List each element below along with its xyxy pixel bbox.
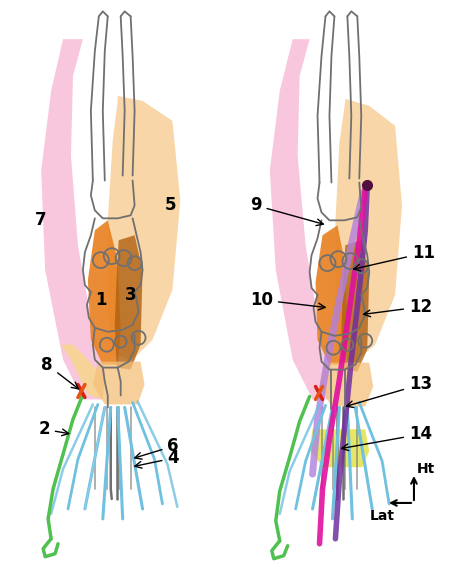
Text: 1: 1 — [95, 291, 107, 309]
Text: 5: 5 — [164, 197, 176, 214]
Text: 14: 14 — [342, 425, 432, 450]
Polygon shape — [316, 225, 347, 364]
Polygon shape — [319, 363, 373, 406]
Text: 7: 7 — [36, 211, 47, 229]
Text: 3: 3 — [125, 286, 137, 304]
Polygon shape — [108, 96, 180, 360]
Text: 2: 2 — [38, 420, 69, 438]
Text: 9: 9 — [250, 197, 323, 226]
Polygon shape — [310, 429, 369, 467]
Polygon shape — [41, 39, 105, 399]
Text: 13: 13 — [346, 375, 432, 407]
Polygon shape — [270, 39, 332, 399]
Text: Ht: Ht — [417, 462, 435, 476]
Text: 6: 6 — [135, 437, 179, 459]
Polygon shape — [88, 221, 121, 364]
Text: Lat: Lat — [370, 509, 395, 523]
Polygon shape — [341, 240, 369, 371]
Polygon shape — [336, 99, 402, 362]
Text: 11: 11 — [354, 244, 435, 271]
Text: 10: 10 — [250, 291, 325, 310]
Polygon shape — [61, 345, 105, 399]
Text: 12: 12 — [364, 298, 432, 317]
Polygon shape — [115, 236, 143, 370]
Text: 4: 4 — [135, 449, 179, 468]
Polygon shape — [93, 362, 145, 405]
Text: 8: 8 — [41, 356, 79, 389]
